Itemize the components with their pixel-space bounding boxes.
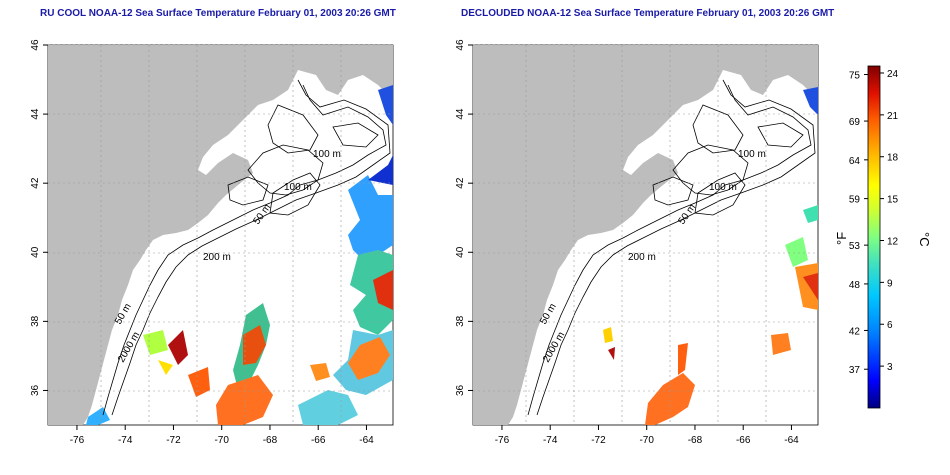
colorbar-celsius-tick-label: 12 [887, 236, 899, 247]
colorbar-celsius-tick-label: 9 [887, 278, 893, 289]
colorbar-ticks: 24 21 18 15 12 9 6 3 75 69 64 59 53 48 42 37 [849, 69, 899, 376]
left-label-100m-a: 100 m [313, 149, 341, 160]
colorbar-fahrenheit-tick-label: 59 [849, 195, 861, 206]
left-lon-tick-label: -66 [311, 435, 326, 446]
axes-layer: -76 -74 -72 -70 -68 -66 -64 36 38 40 42 44 46 -76 -74 -… [30, 39, 799, 446]
left-map-panel: 100 m 100 m 50 m 200 m 50 m 2000 m [47, 44, 394, 426]
colorbar-fahrenheit-tick-label: 42 [849, 326, 861, 337]
colorbar-celsius-tick-label: 3 [887, 362, 893, 373]
right-lon-tick-label: -66 [736, 435, 751, 446]
left-grid [48, 44, 393, 425]
left-label-100m-b: 100 m [284, 182, 312, 193]
left-lat-tick-label: 42 [30, 177, 41, 189]
colorbar: 24 21 18 15 12 9 6 3 75 69 64 59 53 48 42 37 °F °C [834, 65, 932, 409]
left-panel-title: RU COOL NOAA-12 Sea Surface Temperature … [40, 8, 396, 19]
right-lon-tick-label: -70 [639, 435, 654, 446]
colorbar-fahrenheit-tick-label: 48 [849, 280, 861, 291]
right-map-panel: 100 m 100 m 50 m 200 m 50 m 2000 m [472, 44, 819, 426]
left-lon-tick-label: -64 [359, 435, 374, 446]
right-lat-tick-label: 42 [455, 177, 466, 189]
right-panel-title: DECLOUDED NOAA-12 Sea Surface Temperatur… [461, 8, 835, 19]
right-lon-tick-label: -76 [495, 435, 510, 446]
right-lat-tick-label: 46 [455, 39, 466, 51]
right-lat-tick-label: 36 [455, 384, 466, 396]
right-lon-tick-label: -68 [688, 435, 703, 446]
left-lon-tick-label: -70 [214, 435, 229, 446]
right-lon-tick-label: -64 [784, 435, 799, 446]
right-grid [473, 44, 818, 425]
colorbar-celsius-tick-label: 24 [887, 69, 899, 80]
right-label-100m-b: 100 m [709, 182, 737, 193]
colorbar-celsius-label: °C [917, 232, 932, 247]
right-lon-tick-label: -74 [543, 435, 558, 446]
right-lon-tick-label: -72 [591, 435, 606, 446]
left-lat-tick-label: 36 [30, 384, 41, 396]
colorbar-fahrenheit-tick-label: 64 [849, 156, 861, 167]
left-lat-tick-label: 44 [30, 108, 41, 120]
left-lon-tick-label: -68 [263, 435, 278, 446]
left-lon-tick-label: -74 [118, 435, 133, 446]
left-label-200m: 200 m [203, 252, 231, 263]
colorbar-celsius-tick-label: 15 [887, 195, 899, 206]
left-lon-tick-label: -72 [166, 435, 181, 446]
right-label-200m: 200 m [628, 252, 656, 263]
colorbar-fahrenheit-tick-label: 75 [849, 71, 861, 82]
left-lat-tick-label: 38 [30, 315, 41, 327]
right-lat-tick-label: 38 [455, 315, 466, 327]
colorbar-fahrenheit-tick-label: 69 [849, 117, 861, 128]
right-label-100m-a: 100 m [738, 149, 766, 160]
colorbar-celsius-tick-label: 6 [887, 320, 893, 331]
right-sst-patches [603, 87, 818, 425]
colorbar-celsius-tick-label: 18 [887, 153, 899, 164]
left-lon-tick-label: -76 [70, 435, 85, 446]
colorbar-fahrenheit-tick-label: 53 [849, 241, 861, 252]
colorbar-celsius-tick-label: 21 [887, 111, 899, 122]
left-lat-tick-label: 40 [30, 246, 41, 258]
right-lat-tick-label: 44 [455, 108, 466, 120]
colorbar-fahrenheit-label: °F [834, 232, 849, 245]
left-sst-patches [86, 85, 393, 425]
right-lat-tick-label: 40 [455, 246, 466, 258]
left-lat-tick-label: 46 [30, 39, 41, 51]
colorbar-gradient [867, 65, 881, 409]
colorbar-fahrenheit-tick-label: 37 [849, 365, 861, 376]
